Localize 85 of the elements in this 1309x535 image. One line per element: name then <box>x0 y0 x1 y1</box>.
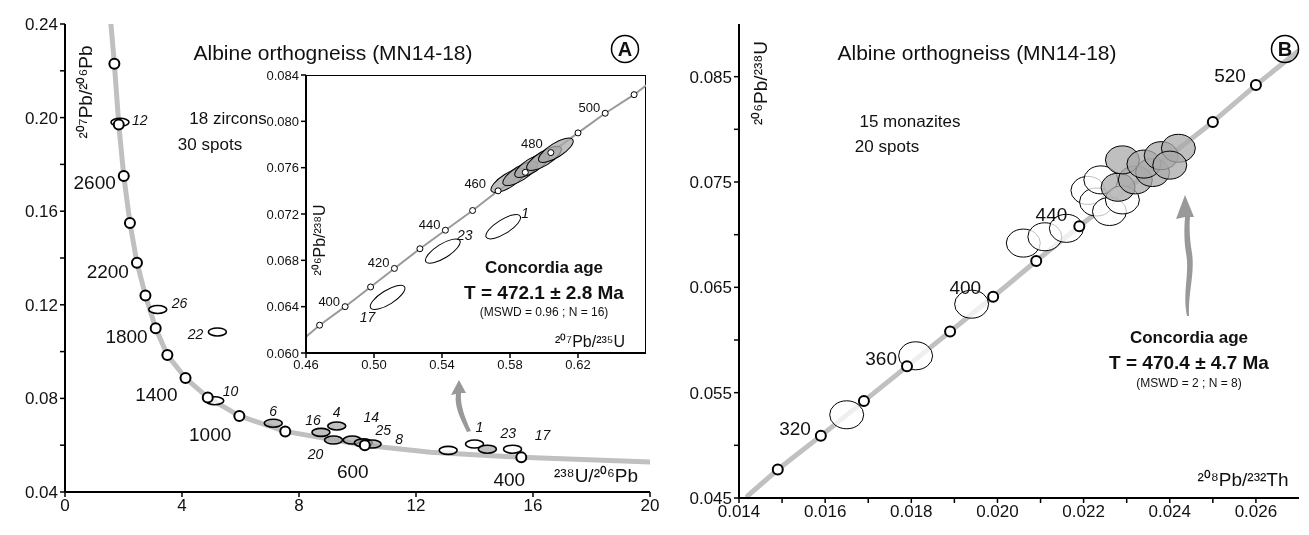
y-tick-label: 0.20 <box>24 108 58 128</box>
annotation: B <box>1277 38 1293 60</box>
y-axis-title: ²⁰⁶Pb/²³⁸U <box>749 40 771 126</box>
annotation: (MSWD = 0.96 ; N = 16) <box>479 305 609 319</box>
annotation: 1 <box>521 204 530 221</box>
y-tick-label: 0.068 <box>266 252 299 268</box>
annotation: 23 <box>500 425 517 442</box>
x-tick-label: 0.020 <box>976 502 1019 522</box>
x-axis-title: ²³⁸U/²⁰⁶Pb <box>553 464 639 486</box>
annotation: 6 <box>269 403 278 420</box>
annotation: 400 <box>949 276 982 298</box>
y-axis-title: ²⁰⁶Pb/²³⁸U <box>311 204 328 276</box>
y-tick-label: 0.065 <box>689 278 732 298</box>
x-tick-label: 0.016 <box>803 502 847 522</box>
annotation: 4 <box>332 404 341 420</box>
annotation: Concordia age <box>484 257 604 277</box>
y-tick-label: 0.04 <box>24 483 58 503</box>
y-tick-label: 0.12 <box>24 295 58 315</box>
annotation: 360 <box>865 347 897 369</box>
y-tick-label: 0.064 <box>266 299 299 315</box>
annotation: T = 470.4 ± 4.7 Ma <box>1109 351 1269 373</box>
annotation: 420 <box>367 254 390 270</box>
x-tick-label: 0.026 <box>1234 502 1278 522</box>
x-tick-label: 0 <box>60 496 70 516</box>
y-tick-label: 0.084 <box>266 67 299 83</box>
annotation: 1000 <box>189 423 232 445</box>
annotation: 1400 <box>135 383 178 405</box>
y-tick-label: 0.075 <box>689 173 732 193</box>
annotation: 1 <box>475 419 484 436</box>
y-axis-title: ²⁰⁷Pb/²⁰⁶Pb <box>74 45 96 139</box>
x-tick-label: 8 <box>294 496 304 516</box>
text: Albine orthogneiss (MN14-18) <box>193 40 473 64</box>
annotation: 20 <box>307 446 324 463</box>
x-tick-label: 0.54 <box>429 357 455 373</box>
y-tick-label: 0.08 <box>24 389 58 409</box>
y-tick-label: 0.055 <box>689 383 732 403</box>
x-tick-label: 0.024 <box>1148 502 1192 522</box>
x-axis-title: ²⁰⁷Pb/²³⁵U <box>555 333 625 350</box>
annotation: 12 <box>131 112 148 129</box>
annotation: 17 <box>359 309 376 326</box>
x-tick-label: 0.58 <box>497 357 523 373</box>
annotation: 20 spots <box>854 136 920 156</box>
text: Albine orthogneiss (MN14-18) <box>837 40 1117 64</box>
annotation: 480 <box>521 135 543 151</box>
annotation: 460 <box>464 175 487 191</box>
annotation: 16 <box>305 412 321 429</box>
x-tick-label: 0.018 <box>890 502 933 522</box>
annotation: 400 <box>493 468 526 490</box>
annotation: A <box>617 38 633 60</box>
annotation: 10 <box>222 382 239 399</box>
annotation: 500 <box>578 99 601 115</box>
annotation: 26 <box>171 295 188 312</box>
annotation: 23 <box>457 227 473 244</box>
annotation: 18 zircons <box>189 108 267 128</box>
annotation: 2200 <box>86 260 129 282</box>
x-axis-title: ²⁰⁸Pb/²³²Th <box>1197 468 1289 490</box>
x-tick-label: 20 <box>640 496 660 516</box>
annotation: 440 <box>1035 203 1068 225</box>
annotation: 15 monazites <box>859 111 961 131</box>
annotation: 8 <box>395 431 404 448</box>
annotation: 22 <box>187 325 204 342</box>
x-tick-label: 0.62 <box>565 357 591 373</box>
annotation: (MSWD = 2 ; N = 8) <box>1136 376 1242 390</box>
annotation: 520 <box>1214 64 1246 86</box>
annotation: 440 <box>418 216 441 232</box>
x-tick-label: 16 <box>523 496 543 516</box>
x-tick-label: 4 <box>177 496 187 516</box>
annotation: Concordia age <box>1129 327 1249 347</box>
x-tick-label: 0.50 <box>361 357 387 373</box>
x-tick-label: 0.022 <box>1062 502 1105 522</box>
annotation: 600 <box>336 460 369 482</box>
x-tick-label: 12 <box>406 496 426 516</box>
y-tick-label: 0.24 <box>24 15 58 35</box>
annotation: 17 <box>534 427 551 444</box>
y-tick-label: 0.16 <box>24 202 58 222</box>
annotation: 400 <box>318 293 341 309</box>
y-tick-label: 0.076 <box>266 160 299 176</box>
annotation: 1800 <box>105 325 148 347</box>
y-tick-label: 0.085 <box>689 67 732 87</box>
y-tick-label: 0.080 <box>266 113 299 129</box>
annotation: 30 spots <box>177 134 243 154</box>
annotation: 2600 <box>73 171 116 193</box>
annotation: 320 <box>779 417 811 439</box>
y-tick-label: 0.072 <box>266 206 299 222</box>
annotation: T = 472.1 ± 2.8 Ma <box>464 281 624 303</box>
